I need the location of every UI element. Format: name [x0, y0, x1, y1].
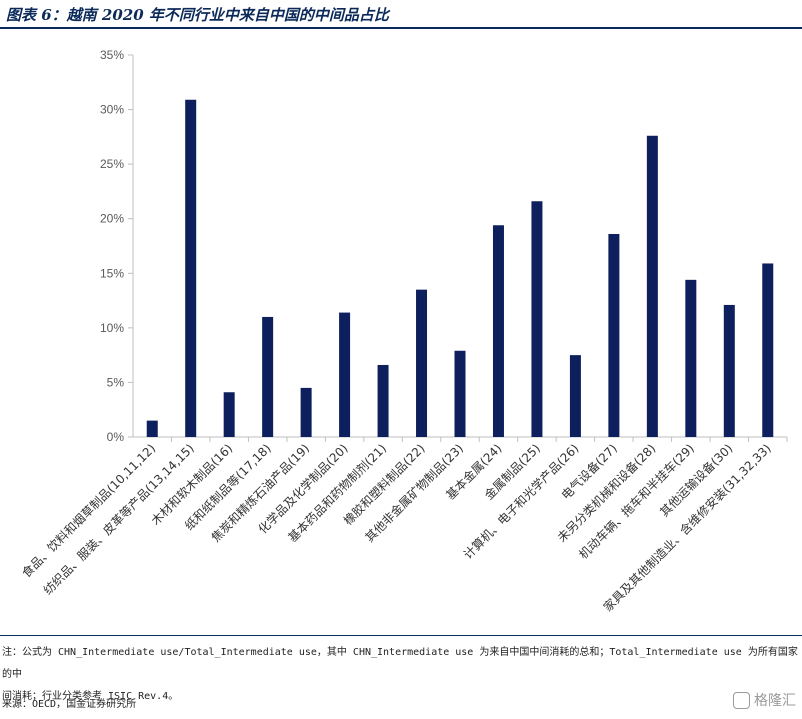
bar [608, 233, 620, 437]
watermark: 格隆汇 [733, 690, 796, 710]
bar [146, 420, 158, 437]
y-tick-label: 0% [107, 430, 125, 444]
bar [185, 99, 197, 438]
bar-chart: 0%5%10%15%20%25%30%35%食品、饮料和烟草制品(10,11,1… [18, 48, 788, 614]
bar [569, 355, 581, 437]
chart-title: 图表 6：越南 2020 年不同行业中来自中国的中间品占比 [6, 6, 389, 24]
x-tick-label: 其他运输设备(30) [656, 441, 735, 520]
bar [223, 392, 235, 437]
y-tick-label: 35% [100, 48, 124, 62]
bar [762, 263, 774, 437]
bar [377, 364, 389, 437]
bar [723, 304, 735, 437]
bar [454, 350, 466, 437]
y-tick-label: 25% [100, 157, 124, 171]
y-tick-label: 15% [100, 266, 124, 280]
bar [300, 387, 312, 437]
watermark-text: 格隆汇 [754, 693, 796, 709]
footnote-line-1: 注：公式为 CHN_Intermediate use/Total_Interme… [2, 647, 798, 680]
bar [262, 316, 274, 437]
y-tick-label: 30% [100, 103, 124, 117]
footer-rule [0, 635, 802, 636]
y-tick-label: 20% [100, 212, 124, 226]
footnote: 注：公式为 CHN_Intermediate use/Total_Interme… [2, 642, 800, 708]
x-tick-label: 纺织品、服装、皮革等产品(13,14,15) [41, 441, 197, 597]
bar [492, 225, 504, 437]
watermark-logo-icon [733, 691, 750, 709]
bar [339, 312, 351, 437]
bar [685, 279, 697, 437]
bar [531, 201, 543, 437]
title-bar: 图表 6：越南 2020 年不同行业中来自中国的中间品占比 [0, 0, 802, 27]
title-rule [0, 27, 802, 29]
y-tick-label: 10% [100, 321, 124, 335]
footnote-line-2: 间消耗；行业分类参考 ISIC Rev.4。 [2, 691, 179, 702]
source-text: 来源：OECD，国金证券研究所 [2, 699, 137, 710]
bar [416, 289, 428, 437]
bar [646, 135, 658, 437]
y-tick-label: 5% [107, 375, 125, 389]
